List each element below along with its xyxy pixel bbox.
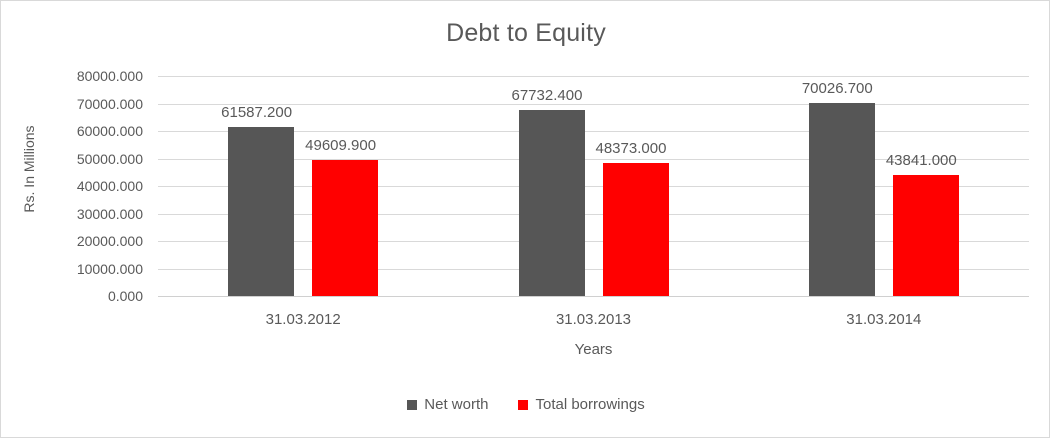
bar-net-worth-31.03.2012[interactable] [228,126,295,296]
x-axis-category-label: 31.03.2014 [846,311,922,328]
y-axis-tick-label: 80000.000 [76,68,143,84]
plot-area [158,76,1029,297]
gridline [158,103,1029,105]
data-label: 49609.900 [305,136,377,154]
y-axis-tick-label: 20000.000 [76,233,143,249]
legend-label: Total borrowings [535,396,645,413]
bar-total-borrowings-31.03.2012[interactable] [312,159,379,296]
legend-item-net-worth[interactable]: Net worth [407,397,488,412]
legend-label: Net worth [424,396,489,413]
gridline [158,268,1029,270]
bar-total-borrowings-31.03.2014[interactable] [892,175,959,296]
y-axis-title: Rs. In Millions [21,125,37,213]
data-label: 61587.200 [221,103,293,121]
data-label: 43841.000 [885,152,957,170]
y-axis-tick-label: 70000.000 [76,95,143,112]
gridline [158,76,1029,77]
legend-swatch-icon [518,399,529,410]
chart-title: Debt to Equity [446,19,606,47]
y-axis-tick-label: 0.000 [107,288,143,304]
gridline [158,186,1029,187]
bar-net-worth-31.03.2013[interactable] [518,109,585,296]
gridline [158,158,1029,160]
x-axis-category-label: 31.03.2013 [555,311,632,328]
legend-item-total-borrowings[interactable]: Total borrowings [518,396,645,413]
gridline [158,213,1029,215]
category-axis-line [158,296,1029,297]
chart-legend: Net worth Total borrowings [1,396,1049,413]
y-axis-tick-labels: 80000.000 70000.000 60000.000 50000.000 4000… [47,69,194,303]
y-axis-tick-label: 30000.000 [76,205,143,222]
x-axis-title: Years [574,341,613,358]
data-label: 67732.400 [511,86,583,104]
bar-total-borrowings-31.03.2013[interactable] [602,162,669,296]
bar-net-worth-31.03.2014[interactable] [808,103,875,296]
legend-swatch-icon [407,399,418,410]
y-axis-tick-label: 50000.000 [76,150,143,167]
data-label: 70026.700 [801,80,873,98]
x-axis-category-label: 31.03.2012 [265,311,341,328]
gridline [158,241,1029,242]
x-axis-category-labels: 31.03.2012 31.03.2013 31.03.2014 [158,311,1029,331]
y-axis-tick-label: 10000.000 [76,260,143,277]
gridline [158,131,1029,132]
data-label: 48373.000 [595,139,667,157]
y-axis-tick-label: 40000.000 [76,178,143,194]
y-axis-tick-label: 60000.000 [76,123,143,139]
